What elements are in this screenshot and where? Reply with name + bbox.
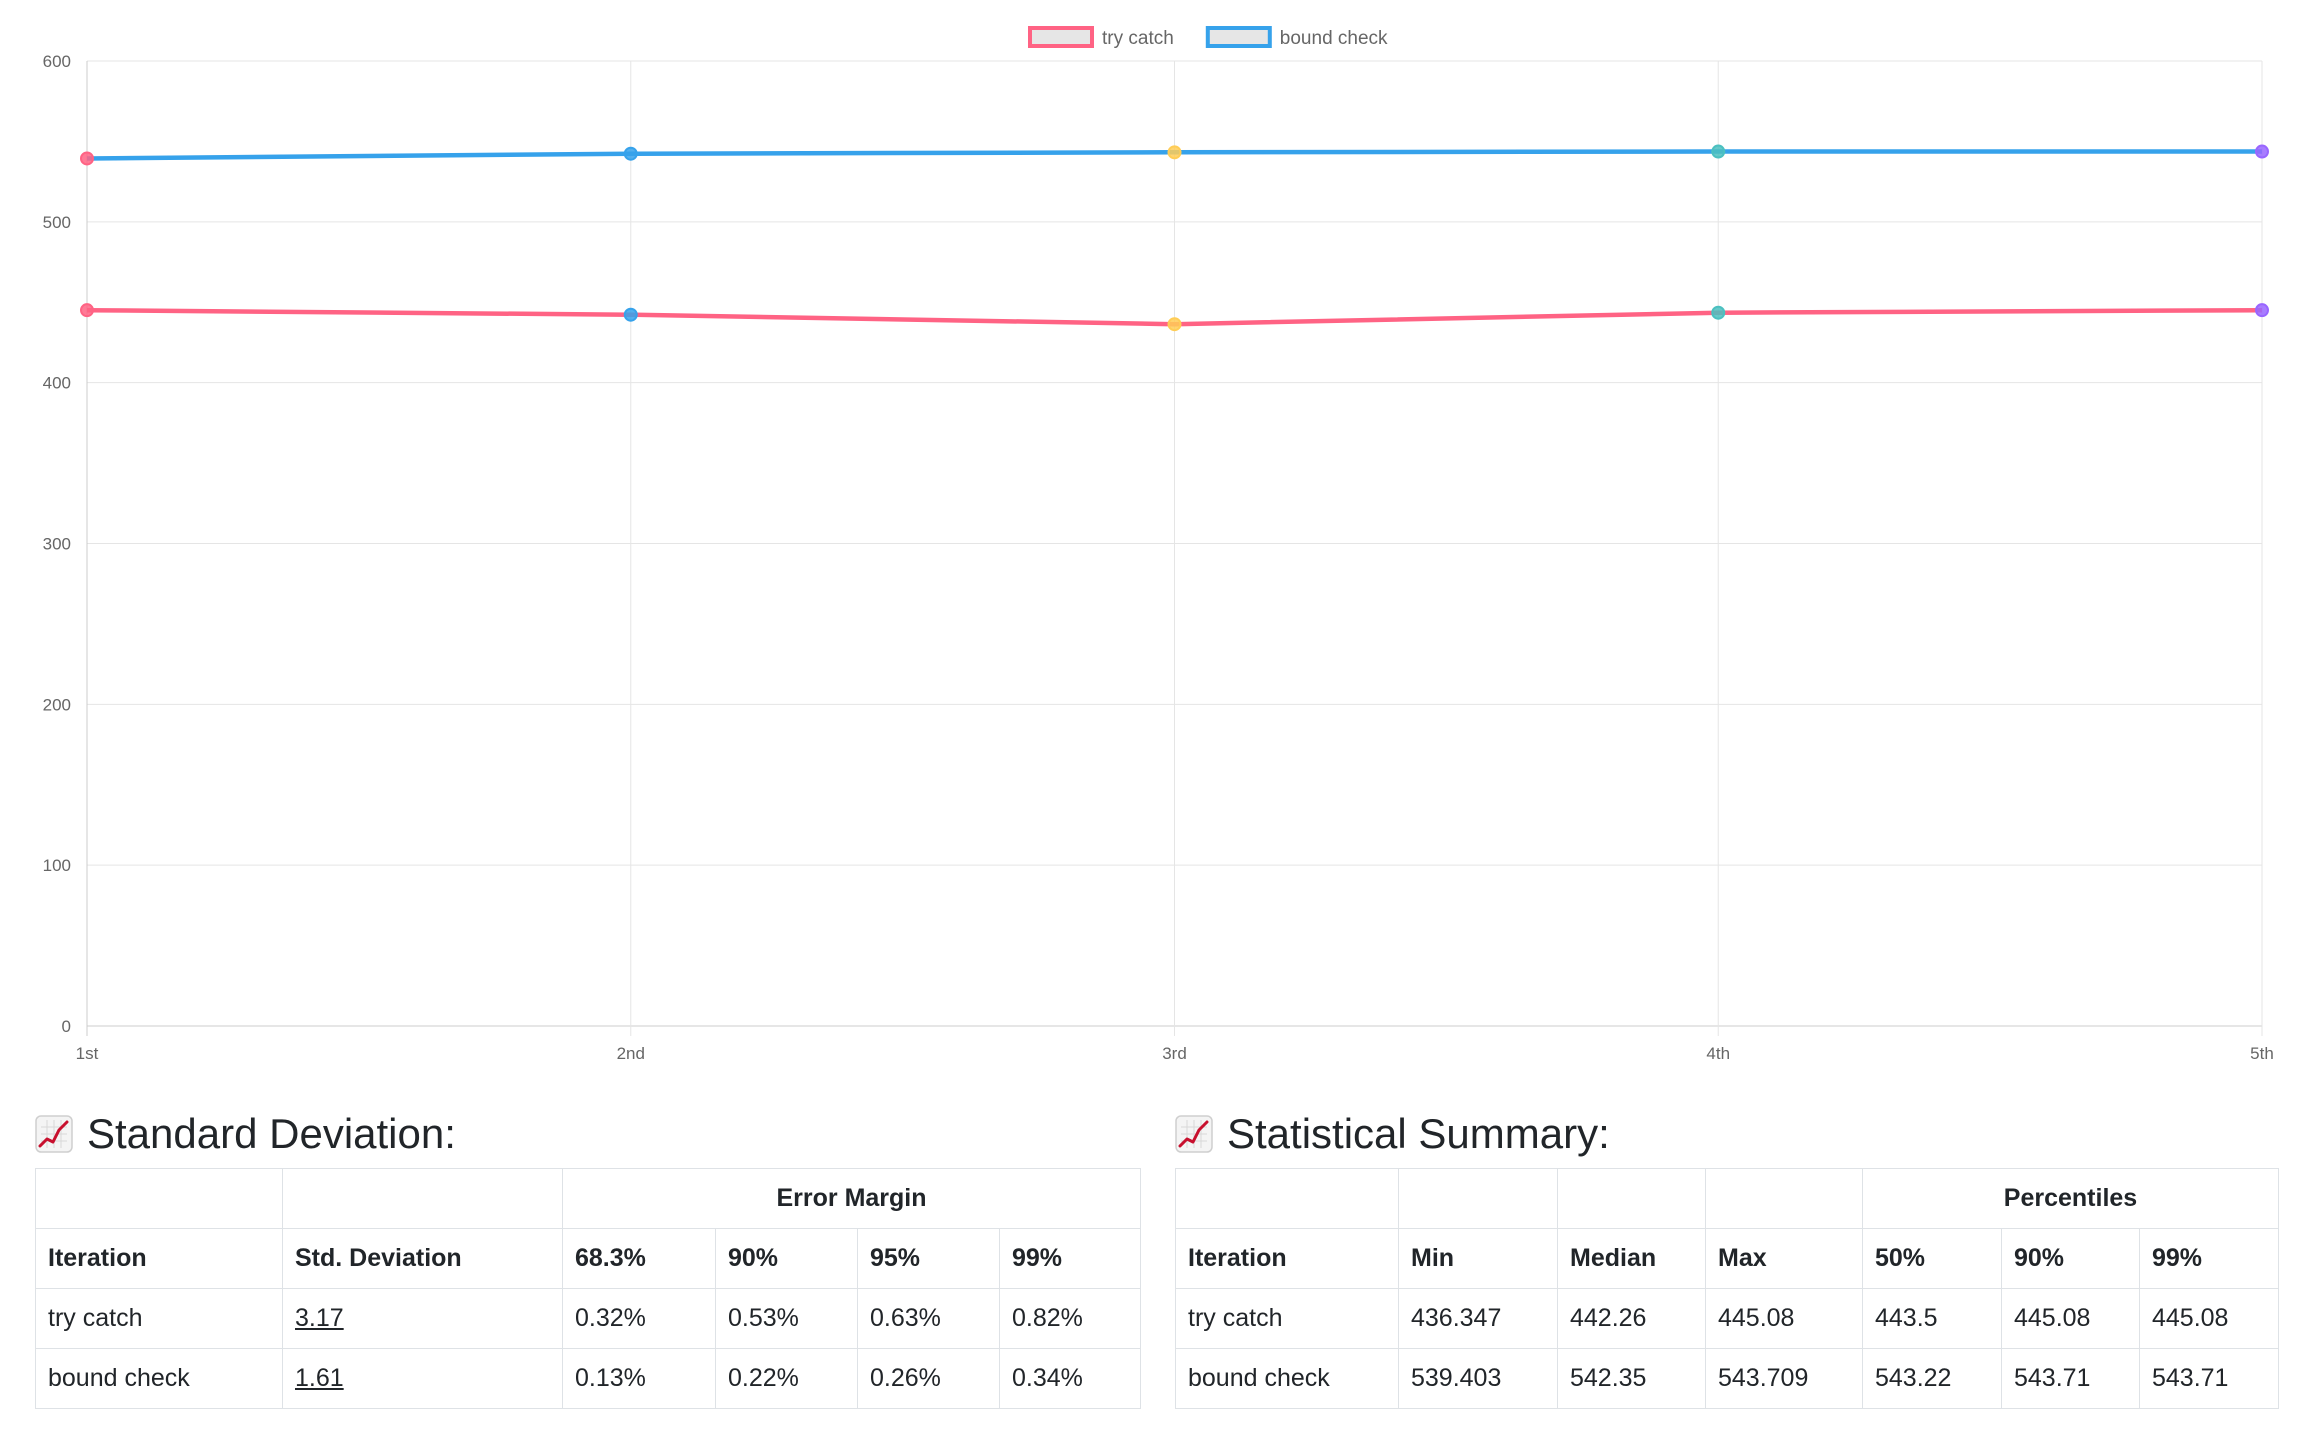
data-point[interactable] [2255, 303, 2269, 318]
margin-value: 0.13% [562, 1348, 716, 1409]
std-deviation-link[interactable]: 3.17 [295, 1304, 344, 1332]
data-point[interactable] [623, 307, 638, 322]
legend-item-0[interactable]: try catch [1028, 26, 1174, 49]
statistical-summary-title: Statistical Summary: [1227, 1110, 1610, 1157]
iteration-header: Iteration [35, 1228, 283, 1289]
standard-deviation-section: Standard Deviation: Error Margin Iterati… [35, 1100, 1142, 1409]
x-tick-label: 4th [1706, 1044, 1730, 1063]
legend-label: try catch [1102, 28, 1174, 49]
p99-header: 99% [2138, 1228, 2280, 1289]
legend-item-1[interactable]: bound check [1205, 26, 1388, 49]
y-tick-label: 0 [62, 1017, 71, 1036]
iteration-name: try catch [1175, 1288, 1399, 1349]
data-point[interactable] [1167, 317, 1182, 332]
data-point[interactable] [1711, 305, 1726, 320]
percentile-value: 445.08 [2138, 1288, 2280, 1349]
statistical-summary-section: Statistical Summary: Percentiles Iterati… [1175, 1100, 2280, 1409]
header-spacer [1175, 1168, 1399, 1229]
standard-deviation-heading: Standard Deviation: [35, 1100, 1140, 1168]
statistical-summary-heading: Statistical Summary: [1175, 1100, 2278, 1168]
data-point[interactable] [1167, 145, 1182, 160]
median-value: 442.26 [1557, 1288, 1706, 1349]
data-point[interactable] [80, 151, 94, 166]
y-tick-label: 200 [43, 695, 71, 714]
p50-header: 50% [1862, 1228, 2002, 1289]
legend-swatch [1205, 26, 1272, 48]
margin-68-header: 68.3% [562, 1228, 716, 1289]
table-row: try catch 3.17 0.32% 0.53% 0.63% 0.82% [35, 1288, 1142, 1349]
median-value: 542.35 [1557, 1348, 1706, 1409]
chart-increasing-icon [35, 1115, 73, 1153]
margin-90-header: 90% [715, 1228, 858, 1289]
margin-95-header: 95% [857, 1228, 1000, 1289]
std-deviation-link[interactable]: 1.61 [295, 1364, 344, 1392]
x-tick-label: 1st [76, 1044, 99, 1063]
iteration-header: Iteration [1175, 1228, 1399, 1289]
margin-99-header: 99% [998, 1228, 1142, 1289]
y-tick-label: 600 [43, 52, 71, 71]
chart-points [80, 144, 2269, 332]
std-deviation-header: Std. Deviation [282, 1228, 563, 1289]
line-chart: 0 100 200 300 400 500 600 1st 2nd 3rd 4th 5th try c… [43, 26, 2274, 1063]
max-value: 445.08 [1705, 1288, 1863, 1349]
chart-increasing-icon [1175, 1115, 1213, 1153]
header-spacer [1398, 1168, 1558, 1229]
statistical-summary-table: Percentiles Iteration Min Median Max 50%… [1175, 1168, 2280, 1409]
min-value: 436.347 [1398, 1288, 1558, 1349]
margin-value: 0.82% [998, 1288, 1142, 1349]
percentile-value: 445.08 [2001, 1288, 2140, 1349]
chart-legend[interactable]: try catch bound check [1028, 26, 1388, 49]
min-header: Min [1398, 1228, 1558, 1289]
p90-header: 90% [2001, 1228, 2140, 1289]
y-tick-label: 100 [43, 856, 71, 875]
margin-value: 0.63% [857, 1288, 1000, 1349]
median-header: Median [1557, 1228, 1706, 1289]
margin-value: 0.26% [857, 1348, 1000, 1409]
table-row: try catch 436.347 442.26 445.08 443.5 44… [1175, 1288, 2280, 1349]
y-tick-label: 500 [43, 213, 71, 232]
data-point[interactable] [623, 146, 638, 161]
legend-swatch [1028, 26, 1094, 48]
y-tick-label: 300 [43, 535, 71, 554]
percentile-value: 443.5 [1862, 1288, 2002, 1349]
margin-value: 0.22% [715, 1348, 858, 1409]
x-tick-label: 3rd [1162, 1044, 1187, 1063]
header-spacer [1705, 1168, 1863, 1229]
iteration-name: bound check [1175, 1348, 1399, 1409]
min-value: 539.403 [1398, 1348, 1558, 1409]
header-spacer [35, 1168, 283, 1229]
data-point[interactable] [2255, 144, 2269, 159]
header-spacer [1557, 1168, 1706, 1229]
header-spacer [282, 1168, 563, 1229]
table-row: bound check 539.403 542.35 543.709 543.2… [1175, 1348, 2280, 1409]
max-value: 543.709 [1705, 1348, 1863, 1409]
percentile-value: 543.71 [2001, 1348, 2140, 1409]
standard-deviation-table: Error Margin Iteration Std. Deviation 68… [35, 1168, 1142, 1409]
error-margin-header: Error Margin [561, 1168, 1142, 1229]
standard-deviation-title: Standard Deviation: [87, 1110, 456, 1157]
y-tick-label: 400 [43, 374, 71, 393]
iteration-name: try catch [35, 1288, 283, 1349]
percentile-value: 543.71 [2138, 1348, 2280, 1409]
data-point[interactable] [80, 303, 94, 318]
margin-value: 0.53% [715, 1288, 858, 1349]
x-tick-label: 2nd [617, 1044, 645, 1063]
chart-tick-labels: 0 100 200 300 400 500 600 1st 2nd 3rd 4th 5th [43, 52, 2274, 1063]
margin-value: 0.32% [562, 1288, 716, 1349]
data-point[interactable] [1711, 144, 1726, 159]
table-row: bound check 1.61 0.13% 0.22% 0.26% 0.34% [35, 1348, 1142, 1409]
iteration-name: bound check [35, 1348, 283, 1409]
legend-label: bound check [1280, 28, 1388, 49]
chart-grid [86, 60, 2263, 1036]
x-tick-label: 5th [2250, 1044, 2274, 1063]
max-header: Max [1705, 1228, 1863, 1289]
margin-value: 0.34% [998, 1348, 1142, 1409]
percentile-value: 543.22 [1862, 1348, 2002, 1409]
percentiles-header: Percentiles [1861, 1168, 2280, 1229]
